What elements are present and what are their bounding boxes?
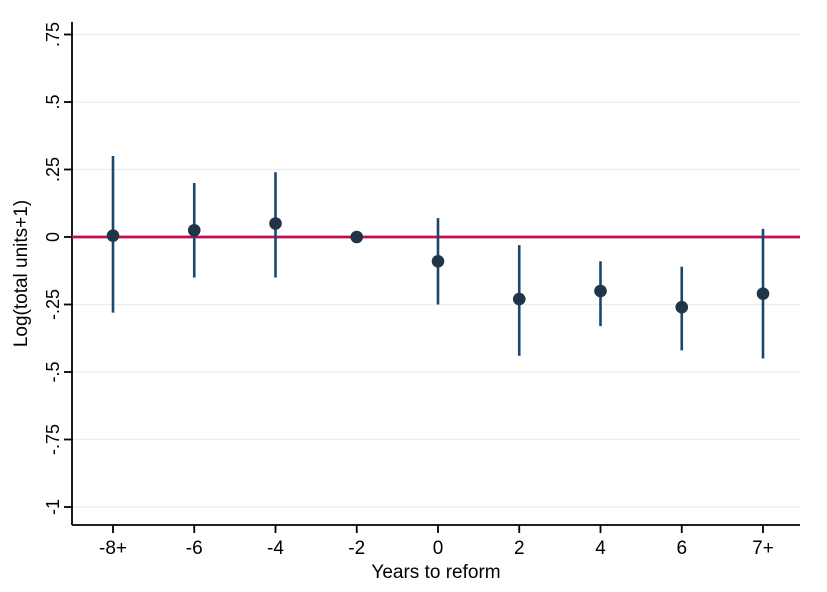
x-tick-label: 7+ — [752, 538, 774, 559]
x-tick-label: -4 — [267, 538, 284, 559]
y-tick-label: .75 — [43, 22, 63, 47]
x-tick-label: -2 — [348, 538, 365, 559]
point-estimate-marker — [675, 300, 689, 314]
y-tick-label: -1 — [43, 499, 63, 515]
y-tick-label: .25 — [43, 157, 63, 182]
x-tick-label: -8+ — [99, 538, 127, 559]
y-tick-label: 0 — [43, 232, 63, 242]
point-estimate-marker — [431, 254, 445, 268]
point-estimate-marker — [512, 292, 526, 306]
x-tick-label: -6 — [186, 538, 203, 559]
x-tick-label: 6 — [676, 538, 687, 559]
x-tick-label: 0 — [433, 538, 444, 559]
point-estimate-marker — [756, 287, 770, 301]
point-estimate-marker — [187, 223, 201, 237]
x-tick-label: 2 — [514, 538, 525, 559]
y-tick-label: .5 — [43, 94, 63, 109]
point-estimate-marker — [594, 284, 607, 298]
y-tick-label: -.25 — [43, 289, 63, 320]
point-estimate-marker — [350, 230, 364, 244]
x-tick-label: 4 — [595, 538, 606, 559]
point-estimate-marker — [269, 217, 282, 230]
y-axis-title: Log(total units+1) — [11, 200, 32, 347]
y-tick-label: -.75 — [43, 424, 63, 455]
x-axis-title: Years to reform — [371, 562, 500, 583]
y-tick-label: -.5 — [43, 361, 63, 382]
point-estimate-marker — [106, 229, 120, 242]
